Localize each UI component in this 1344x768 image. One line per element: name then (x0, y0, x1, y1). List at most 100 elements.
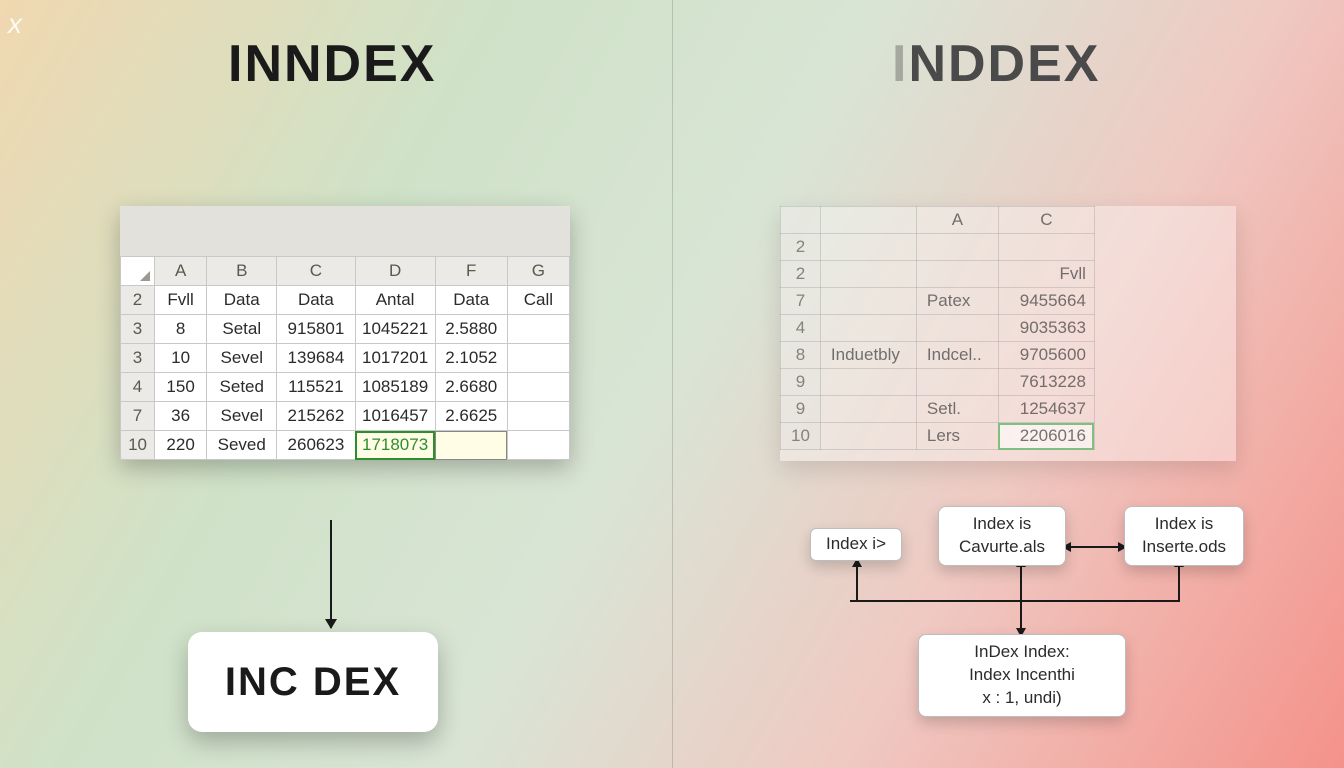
diagram-node-d: InDex Index: Index Incenthi x : 1, undi) (918, 634, 1126, 717)
column-header[interactable]: C (998, 207, 1094, 234)
cell[interactable] (916, 234, 998, 261)
row-header[interactable]: 4 (121, 373, 155, 402)
cell[interactable] (435, 431, 507, 460)
cell[interactable]: Call (507, 286, 569, 315)
corner-logo: x (8, 8, 21, 40)
cell[interactable]: 260623 (277, 431, 355, 460)
cell[interactable]: Data (435, 286, 507, 315)
cell[interactable] (916, 315, 998, 342)
cell[interactable] (820, 288, 916, 315)
cell[interactable]: Lers (916, 423, 998, 450)
cell[interactable]: Patex (916, 288, 998, 315)
diagram-node-label: Index is (973, 513, 1032, 536)
spreadsheet-left-grid[interactable]: A B C D F G 2FvllDataDataAntalDataCall38… (120, 256, 570, 460)
cell[interactable]: Antal (355, 286, 435, 315)
cell[interactable]: Data (207, 286, 277, 315)
index-result-box: INC DEX (188, 632, 438, 732)
cell[interactable] (820, 369, 916, 396)
row-header[interactable]: 7 (781, 288, 821, 315)
cell[interactable]: Fvll (998, 261, 1094, 288)
row-header[interactable]: 10 (781, 423, 821, 450)
cell[interactable]: 2206016 (998, 423, 1094, 450)
cell[interactable]: 115521 (277, 373, 355, 402)
cell[interactable]: 215262 (277, 402, 355, 431)
row-header[interactable]: 3 (121, 344, 155, 373)
cell[interactable] (820, 234, 916, 261)
diagram-node-label: x : 1, undi) (982, 687, 1061, 710)
title-left: INNDEX (228, 34, 436, 94)
cell[interactable]: Induetbly (820, 342, 916, 369)
cell[interactable]: 1718073 (355, 431, 435, 460)
cell[interactable] (507, 344, 569, 373)
diagram-line (1020, 566, 1022, 600)
row-header[interactable]: 2 (781, 234, 821, 261)
cell[interactable]: 36 (155, 402, 207, 431)
cell[interactable]: 9035363 (998, 315, 1094, 342)
column-header[interactable]: D (355, 257, 435, 286)
cell[interactable]: Sevel (207, 402, 277, 431)
cell[interactable]: Data (277, 286, 355, 315)
cell[interactable]: Fvll (155, 286, 207, 315)
cell[interactable]: Indcel.. (916, 342, 998, 369)
cell[interactable]: 8 (155, 315, 207, 344)
column-header[interactable]: C (277, 257, 355, 286)
cell[interactable] (507, 315, 569, 344)
cell[interactable]: 1085189 (355, 373, 435, 402)
row-header[interactable]: 3 (121, 315, 155, 344)
column-header[interactable]: G (507, 257, 569, 286)
cell[interactable] (507, 431, 569, 460)
cell[interactable]: Seted (207, 373, 277, 402)
cell[interactable]: 2.6680 (435, 373, 507, 402)
diagram-line (1178, 566, 1180, 600)
cell[interactable]: 10 (155, 344, 207, 373)
select-all-corner[interactable] (121, 257, 155, 286)
row-header[interactable]: 10 (121, 431, 155, 460)
row-header[interactable]: 8 (781, 342, 821, 369)
row-header[interactable]: 9 (781, 396, 821, 423)
cell[interactable] (507, 373, 569, 402)
spreadsheet-right[interactable]: AC 22 Fvll 7 Patex9455664 4 9035363 8InduetblyI… (780, 206, 1236, 461)
cell[interactable]: 150 (155, 373, 207, 402)
cell[interactable] (916, 369, 998, 396)
cell[interactable]: 1045221 (355, 315, 435, 344)
cell[interactable]: 1017201 (355, 344, 435, 373)
cell[interactable] (998, 234, 1094, 261)
cell[interactable]: 9705600 (998, 342, 1094, 369)
cell[interactable] (820, 261, 916, 288)
cell[interactable]: 2.6625 (435, 402, 507, 431)
cell[interactable]: 915801 (277, 315, 355, 344)
cell[interactable]: 2.5880 (435, 315, 507, 344)
cell[interactable]: Seved (207, 431, 277, 460)
row-header[interactable]: 9 (781, 369, 821, 396)
cell[interactable]: 2.1052 (435, 344, 507, 373)
spreadsheet-left[interactable]: A B C D F G 2FvllDataDataAntalDataCall38… (120, 206, 570, 460)
title-right: INDDEX (892, 34, 1100, 94)
row-header[interactable]: 7 (121, 402, 155, 431)
column-header[interactable]: A (916, 207, 998, 234)
cell[interactable]: 1254637 (998, 396, 1094, 423)
diagram-node-label: Index is (1155, 513, 1214, 536)
cell[interactable]: 7613228 (998, 369, 1094, 396)
cell[interactable] (820, 423, 916, 450)
cell[interactable] (507, 402, 569, 431)
cell[interactable] (916, 261, 998, 288)
cell[interactable] (820, 396, 916, 423)
row-header[interactable]: 2 (121, 286, 155, 315)
row-header[interactable]: 4 (781, 315, 821, 342)
cell[interactable]: Sevel (207, 344, 277, 373)
cell[interactable]: 139684 (277, 344, 355, 373)
diagram-line (850, 600, 1180, 602)
spreadsheet-right-grid[interactable]: AC 22 Fvll 7 Patex9455664 4 9035363 8InduetblyI… (780, 206, 1095, 450)
cell[interactable]: 220 (155, 431, 207, 460)
column-header[interactable]: B (207, 257, 277, 286)
column-header[interactable]: A (155, 257, 207, 286)
cell[interactable]: Setal (207, 315, 277, 344)
diagram-node-label: Index i> (826, 533, 886, 556)
row-header[interactable]: 2 (781, 261, 821, 288)
cell[interactable]: Setl. (916, 396, 998, 423)
cell[interactable]: 1016457 (355, 402, 435, 431)
cell[interactable] (820, 315, 916, 342)
cell[interactable]: 9455664 (998, 288, 1094, 315)
column-header[interactable]: F (435, 257, 507, 286)
spreadsheet-tabbar (120, 206, 570, 256)
